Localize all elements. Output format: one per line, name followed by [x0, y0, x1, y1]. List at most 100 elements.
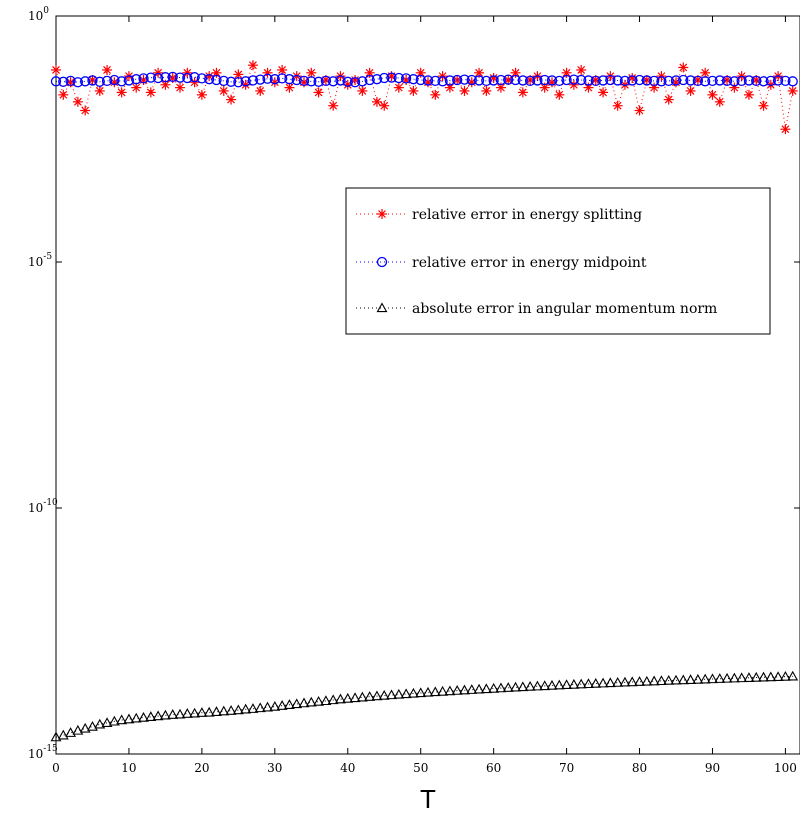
series-3-point: [561, 679, 573, 690]
series-1-point: [393, 82, 404, 93]
series-3-point: [502, 682, 514, 692]
series-3-point: [349, 692, 361, 703]
series-2-point: [503, 74, 514, 85]
series-2-point: [576, 74, 587, 86]
series-3-point: [583, 678, 594, 689]
series-3-point: [451, 685, 463, 695]
series-1-point: [226, 94, 237, 105]
series-2-point: [116, 76, 127, 87]
series-3-point: [437, 685, 449, 696]
series-1-point: [175, 82, 185, 93]
series-2-point: [627, 75, 638, 86]
series-3-point: [254, 702, 266, 713]
series-2-point: [58, 76, 69, 87]
series-2-point: [269, 74, 280, 85]
series-3-point: [597, 677, 609, 688]
series-2-point: [313, 76, 324, 87]
series-3-point: [655, 675, 667, 686]
series-2-point: [204, 74, 215, 85]
x-tick-label: 10: [121, 761, 136, 775]
series-2-point: [430, 75, 441, 87]
series-1-point: [780, 124, 791, 135]
series-3-point: [276, 700, 288, 710]
series-1-point: [430, 89, 441, 100]
series-3-point: [524, 681, 536, 691]
series-3-point: [721, 672, 733, 683]
axis-layer: 0 10 20 30 40 50 60 70 80 90 100 10-15 10-10 10-5 100: [28, 6, 800, 775]
series-2-point: [758, 76, 769, 87]
series-3-point: [539, 680, 551, 691]
series-2-point: [335, 75, 346, 86]
series-1-point: [102, 64, 113, 75]
series-2-point: [240, 76, 251, 87]
series-1-point: [510, 67, 521, 78]
series-1: [51, 60, 798, 135]
series-3-point: [444, 685, 456, 696]
series-1-point: [72, 96, 83, 107]
x-tick-label: 20: [194, 761, 209, 775]
series-2-point: [87, 75, 98, 86]
series-3-point: [677, 674, 689, 685]
series-3-point: [772, 671, 784, 681]
series-1-point: [678, 62, 689, 73]
legend-marker: [376, 256, 388, 268]
series-2-point: [524, 75, 536, 87]
series-3-point: [429, 686, 441, 697]
series-2-point: [145, 72, 156, 83]
plot-area: [55, 15, 800, 755]
series-2-point: [189, 72, 200, 83]
series-1-point: [94, 85, 105, 96]
legend-entry: relative error in energy splitting: [356, 207, 642, 223]
series-3-point: [604, 677, 616, 688]
series-3-point: [393, 688, 405, 699]
series-3-point: [736, 672, 748, 683]
series-3-point: [590, 677, 602, 688]
x-tick-label: 70: [559, 761, 574, 775]
series-2-point: [386, 72, 397, 83]
series-2-point: [539, 74, 550, 86]
series-2-point: [160, 72, 171, 83]
series-3-point: [87, 720, 98, 731]
series-2-point: [634, 74, 645, 86]
series-3-point: [546, 679, 558, 690]
series-3-point: [707, 673, 718, 684]
series-3-point: [356, 691, 368, 702]
series-1-point: [568, 79, 579, 90]
series-1-point: [700, 67, 711, 78]
series-3-point: [203, 706, 215, 717]
series-3-point: [57, 729, 69, 740]
series-2-point: [583, 75, 594, 86]
series-1-point: [576, 64, 587, 75]
series-2-point: [452, 74, 463, 86]
series-2-point: [707, 75, 718, 87]
series-3-point: [480, 683, 492, 694]
series-3-point: [138, 711, 149, 722]
series-3-point: [305, 696, 317, 707]
series-2-point: [328, 76, 339, 87]
series-3-point: [517, 681, 529, 692]
x-tick-label: 60: [486, 761, 501, 775]
series-2-point: [371, 74, 383, 85]
legend: relative error in energy splitting relati…: [345, 187, 771, 335]
series-3-point: [750, 671, 762, 682]
y-tick-label: 100: [28, 6, 49, 23]
series-2-point: [218, 75, 229, 87]
series-1-point: [51, 64, 61, 75]
series-3-point: [174, 708, 186, 719]
series-2-point: [174, 72, 186, 83]
series-3-point: [130, 712, 142, 723]
series-1-point: [247, 60, 258, 71]
series-3-point: [634, 676, 645, 686]
series-2-point: [663, 75, 674, 87]
series-2-point: [306, 76, 317, 87]
series-2-point: [481, 75, 492, 87]
series-3-point: [400, 688, 412, 699]
series-2-point: [320, 75, 332, 87]
series-2-point: [568, 74, 580, 85]
series-3-point: [743, 672, 755, 682]
series-2-point: [247, 75, 259, 86]
legend-label: relative error in energy splitting: [412, 207, 642, 223]
series-3-point: [466, 684, 478, 694]
legend-marker: [377, 209, 387, 219]
series-2-point: [65, 75, 76, 87]
